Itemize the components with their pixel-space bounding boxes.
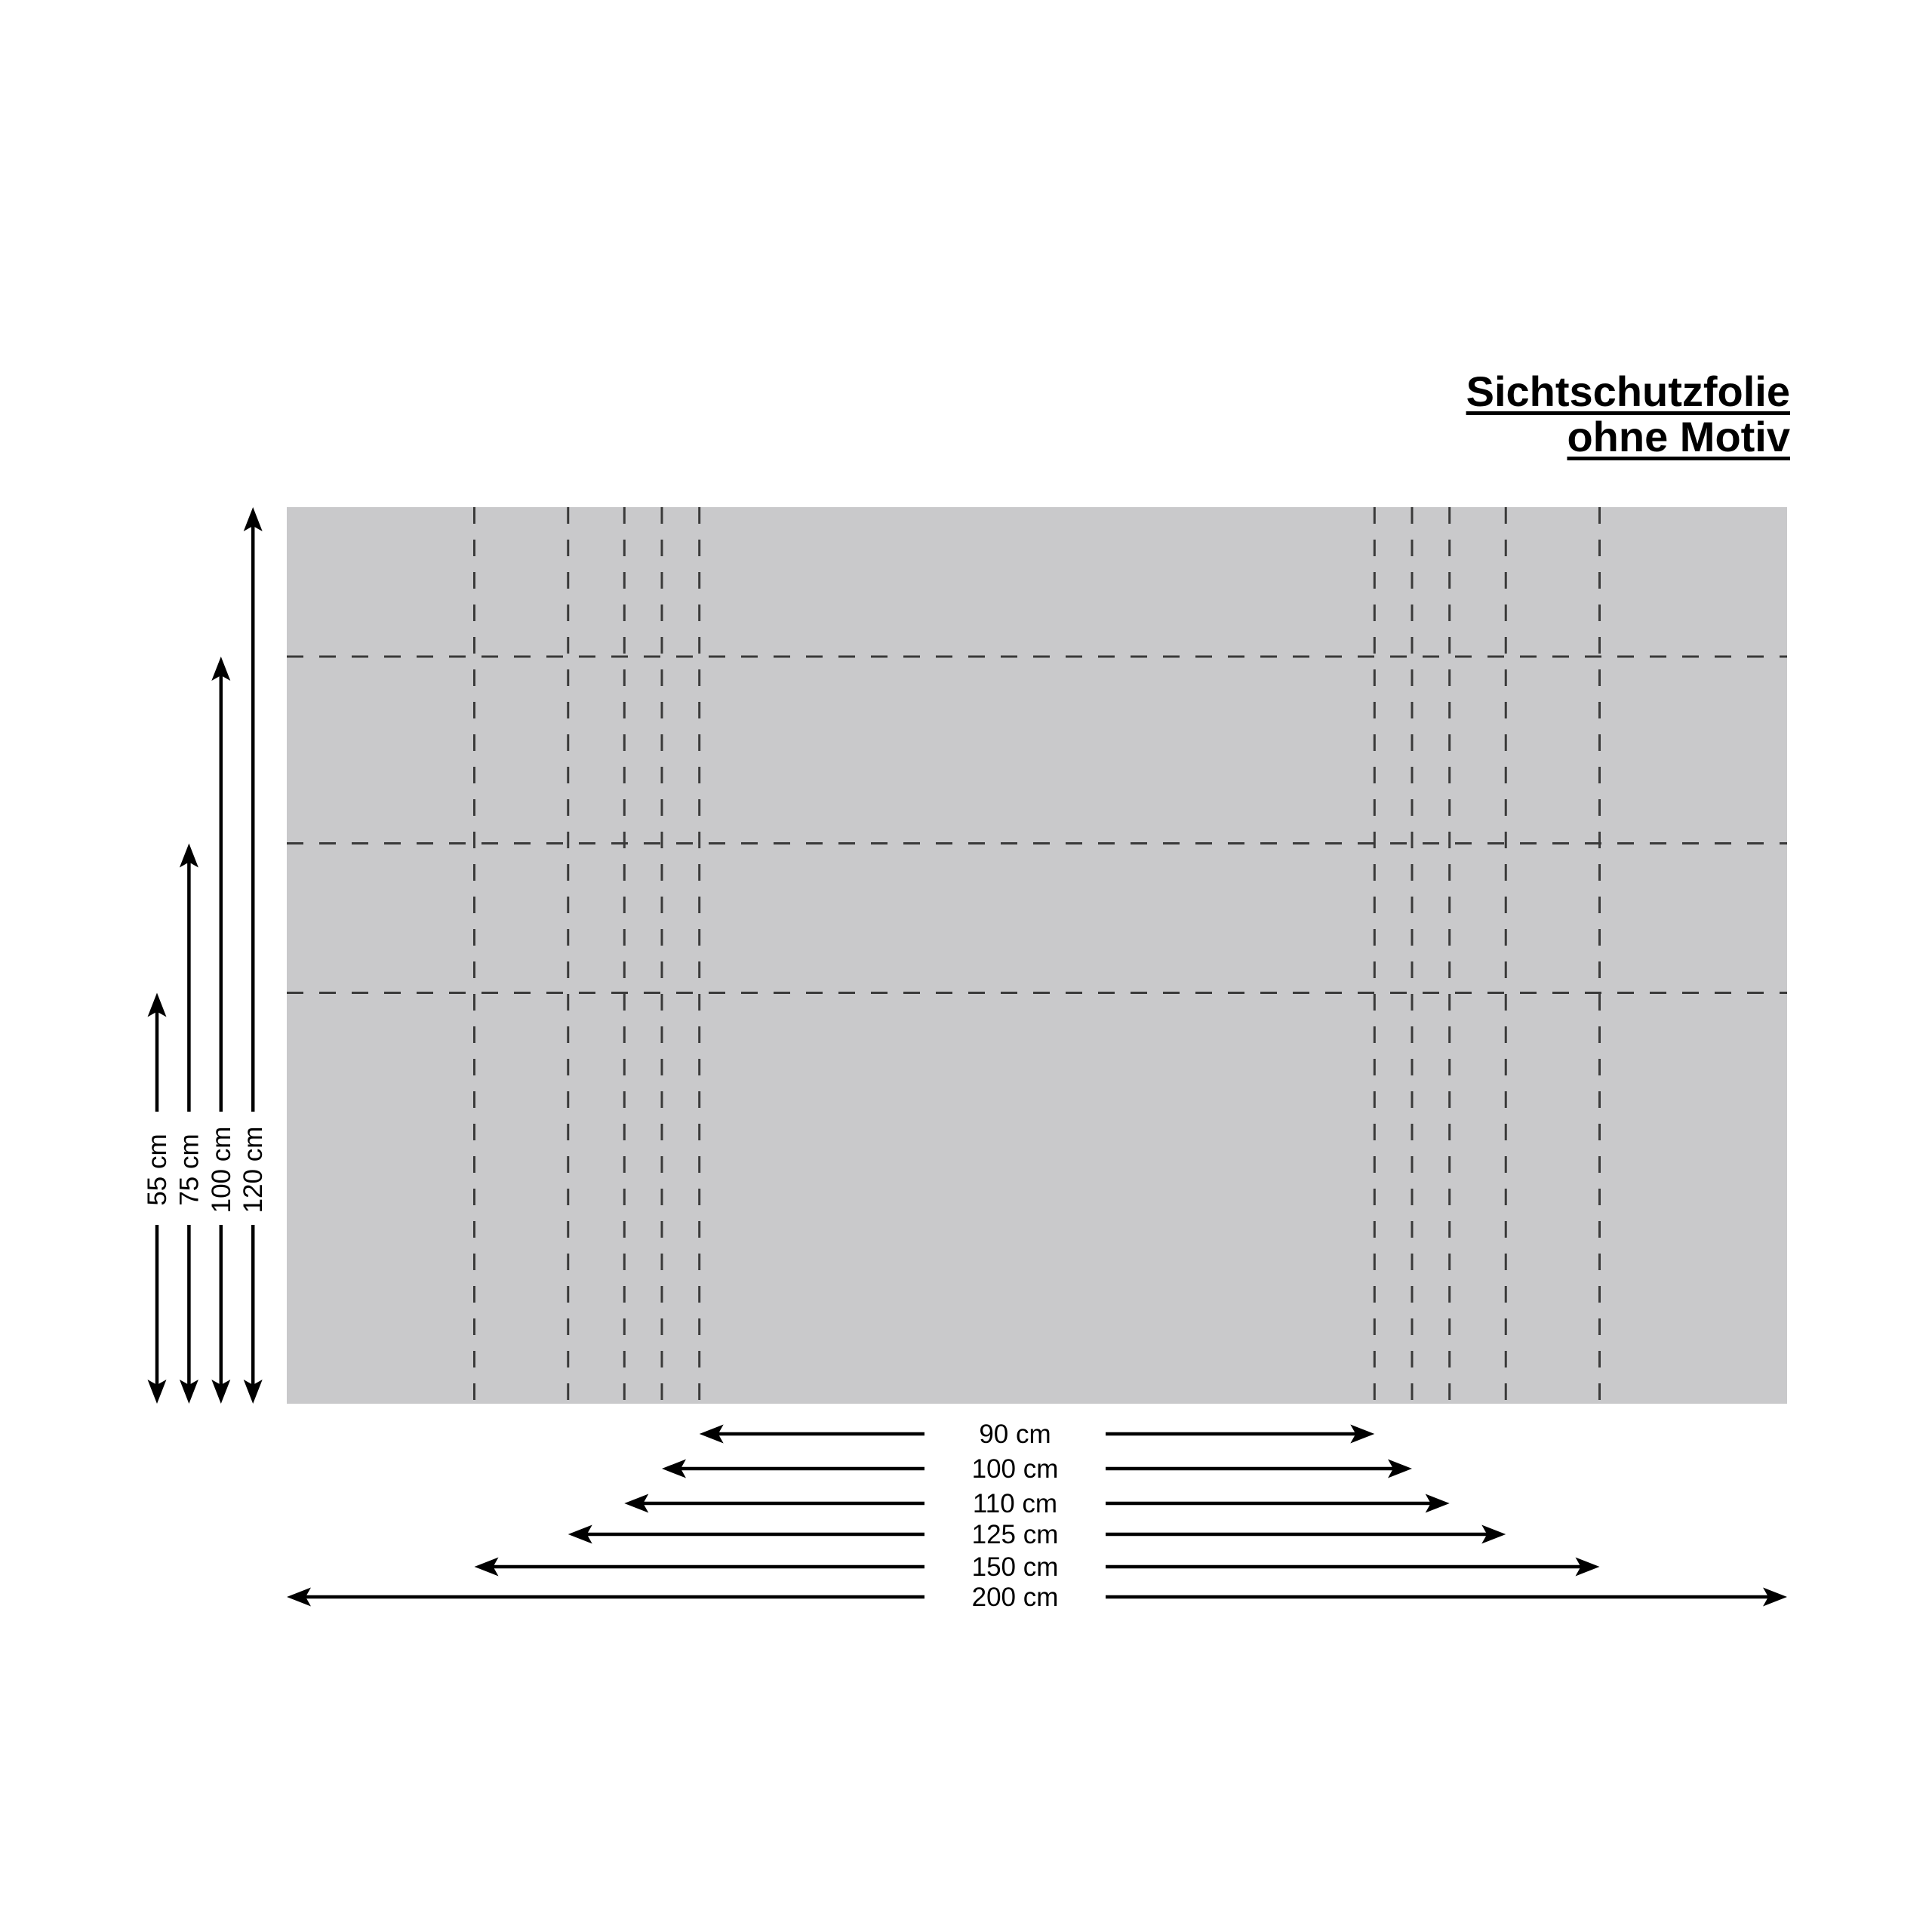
width-arrow-100-left-head: [662, 1459, 686, 1478]
height-arrow-75-top-head: [179, 843, 198, 868]
width-arrow-200-right-head: [1763, 1587, 1787, 1607]
height-arrow-100-top-head: [211, 657, 231, 681]
width-arrow-150-right-head: [1575, 1557, 1600, 1577]
width-arrow-125-left-head: [568, 1524, 592, 1544]
height-arrow-120-top-head: [243, 507, 263, 531]
height-label-100: 100 cm: [207, 1127, 236, 1214]
title-line-1: Sichtschutzfolie: [1466, 368, 1790, 415]
height-arrow-100-bottom-head: [211, 1380, 231, 1404]
height-label-55: 55 cm: [143, 1134, 172, 1205]
width-arrow-90-right-head: [1350, 1424, 1375, 1444]
width-arrow-125-right-head: [1481, 1524, 1506, 1544]
film-sheet: [287, 507, 1787, 1404]
width-arrow-150-left-head: [474, 1557, 499, 1577]
height-arrow-75-bottom-head: [179, 1380, 198, 1404]
width-arrow-110-right-head: [1425, 1494, 1450, 1513]
width-label-100: 100 cm: [972, 1454, 1059, 1484]
height-label-75: 75 cm: [174, 1134, 204, 1205]
width-arrow-110-left-head: [624, 1494, 649, 1513]
diagram-title: Sichtschutzfolie ohne Motiv: [1466, 369, 1790, 460]
height-arrow-55-bottom-head: [147, 1380, 167, 1404]
width-label-150: 150 cm: [972, 1552, 1059, 1582]
title-line-2: ohne Motiv: [1567, 413, 1790, 460]
width-label-200: 200 cm: [972, 1583, 1059, 1612]
width-arrow-200-left-head: [287, 1587, 311, 1607]
height-arrow-55-top-head: [147, 992, 167, 1017]
height-dimension-arrows: 55 cm 75 cm 100 cm 120 cm: [143, 507, 268, 1404]
width-arrow-90-left-head: [699, 1424, 724, 1444]
width-label-90: 90 cm: [979, 1420, 1051, 1449]
width-label-110: 110 cm: [973, 1489, 1057, 1518]
cut-lines-group: [287, 507, 1787, 1404]
width-label-125: 125 cm: [972, 1520, 1059, 1549]
width-arrow-100-right-head: [1388, 1459, 1412, 1478]
height-arrow-120-bottom-head: [243, 1380, 263, 1404]
height-label-120: 120 cm: [238, 1127, 268, 1214]
